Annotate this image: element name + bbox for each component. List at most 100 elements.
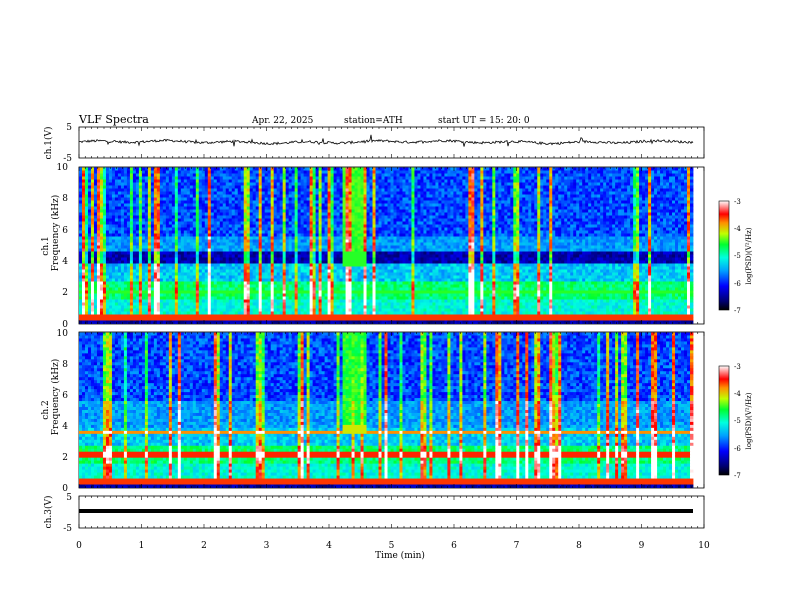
spectrogram-cell (528, 197, 532, 201)
spectrogram-cell (174, 227, 179, 231)
spectrogram-cell (675, 206, 679, 210)
spectrogram-cell (144, 194, 149, 198)
spectrogram-cell (456, 173, 460, 177)
spectrogram-cell (630, 188, 634, 192)
spectrogram-cell (96, 182, 101, 186)
spectrogram-cell (522, 194, 526, 198)
spectrogram-cell (345, 215, 349, 219)
spectrogram-cell (318, 191, 323, 195)
spectrogram-cell (345, 197, 349, 201)
spectrogram-cell (645, 206, 649, 210)
spectrogram-cell (627, 218, 631, 222)
spectrogram-cell (669, 182, 673, 186)
spectrogram-cell (120, 200, 125, 204)
spectrogram-cell (276, 191, 281, 195)
spectrogram-cell (666, 212, 670, 216)
spectrogram-cell (297, 173, 302, 177)
spectrogram-cell (318, 167, 323, 171)
spectrogram-cell (609, 170, 613, 174)
spectrogram-cell (309, 215, 314, 219)
spectrogram-cell (87, 236, 92, 240)
spectrogram-cell (261, 182, 266, 186)
spectrogram-cell (663, 182, 667, 186)
spectrogram-cell (306, 212, 311, 216)
spectrogram-cell (588, 221, 592, 225)
spectrogram-cell (366, 194, 370, 198)
spectrogram-cell (105, 203, 110, 207)
spectrogram-cell (306, 191, 311, 195)
spectrogram-cell (675, 170, 679, 174)
spectrogram-cell (633, 221, 637, 225)
spectrogram-cell (126, 221, 131, 225)
spectrogram-cell (423, 206, 427, 210)
spectrogram-cell (363, 200, 367, 204)
spectrogram-cell (288, 221, 293, 225)
spectrogram-cell (201, 173, 206, 177)
spectrogram-cell (291, 212, 296, 216)
spectrogram-cell (432, 167, 436, 171)
spectrogram-cell (195, 182, 200, 186)
spectrogram-cell (540, 173, 544, 177)
spectrogram-cell (660, 176, 664, 180)
spectrogram-cell (585, 203, 589, 207)
spectrogram-cell (327, 218, 331, 222)
spectrogram-cell (612, 224, 616, 228)
spectrogram-cell (228, 236, 233, 240)
spectrogram-cell (687, 218, 691, 222)
spectrogram-cell (591, 203, 595, 207)
spectrogram-cell (597, 206, 601, 210)
spectrogram-cell (624, 221, 628, 225)
spectrogram-cell (147, 185, 152, 189)
spectrogram-cell (408, 233, 412, 237)
spectrogram-cell (636, 233, 640, 237)
spectrogram-cell (177, 197, 182, 201)
spectrogram-cell (483, 182, 487, 186)
spectrogram-cell (504, 200, 508, 204)
spectrogram-cell (255, 215, 260, 219)
spectrogram-cell (306, 182, 311, 186)
spectrogram-cell (120, 170, 125, 174)
spectrogram-cell (171, 218, 176, 222)
spectrogram-cell (177, 215, 182, 219)
spectrogram-cell (672, 230, 676, 234)
spectrogram-cell (576, 206, 580, 210)
spectrogram-cell (426, 179, 430, 183)
spectrogram-cell (108, 200, 113, 204)
spectrogram-cell (216, 209, 221, 213)
spectrogram-cell (687, 173, 691, 177)
spectrogram-cell (210, 176, 215, 180)
spectrogram-cell (441, 212, 445, 216)
spectrogram-cell (348, 173, 352, 177)
spectrogram-cell (609, 179, 613, 183)
spectrogram-cell (342, 203, 346, 207)
spectrogram-cell (336, 218, 340, 222)
spectrogram-cell (177, 188, 182, 192)
spectrogram-cell (105, 167, 110, 171)
spectrogram-cell (99, 206, 104, 210)
spectrogram-cell (120, 194, 125, 198)
spectrogram-cell (405, 194, 409, 198)
spectrogram-cell (132, 230, 137, 234)
spectrogram-cell (621, 197, 625, 201)
spectrogram-cell (342, 215, 346, 219)
spectrogram-cell (210, 209, 215, 213)
spectrogram-cell (585, 221, 589, 225)
spectrogram-cell (174, 212, 179, 216)
spectrogram-cell (540, 215, 544, 219)
spectrogram-cell (357, 182, 361, 186)
spectrogram-cell (657, 224, 661, 228)
spectrogram-cell (225, 170, 230, 174)
spectrogram-cell (108, 224, 113, 228)
spectrogram-cell (654, 233, 658, 237)
spectrogram-cell (519, 212, 523, 216)
spectrogram-cell (432, 224, 436, 228)
spectrogram-cell (363, 224, 367, 228)
spectrogram-cell (231, 206, 236, 210)
spectrogram-cell (456, 167, 460, 171)
spectrogram-cell (390, 188, 394, 192)
spectrogram-cell (495, 200, 499, 204)
spectrogram-cell (207, 230, 212, 234)
spectrogram-cell (459, 233, 463, 237)
spectrogram-cell (82, 197, 86, 201)
spectrogram-cell (111, 212, 116, 216)
